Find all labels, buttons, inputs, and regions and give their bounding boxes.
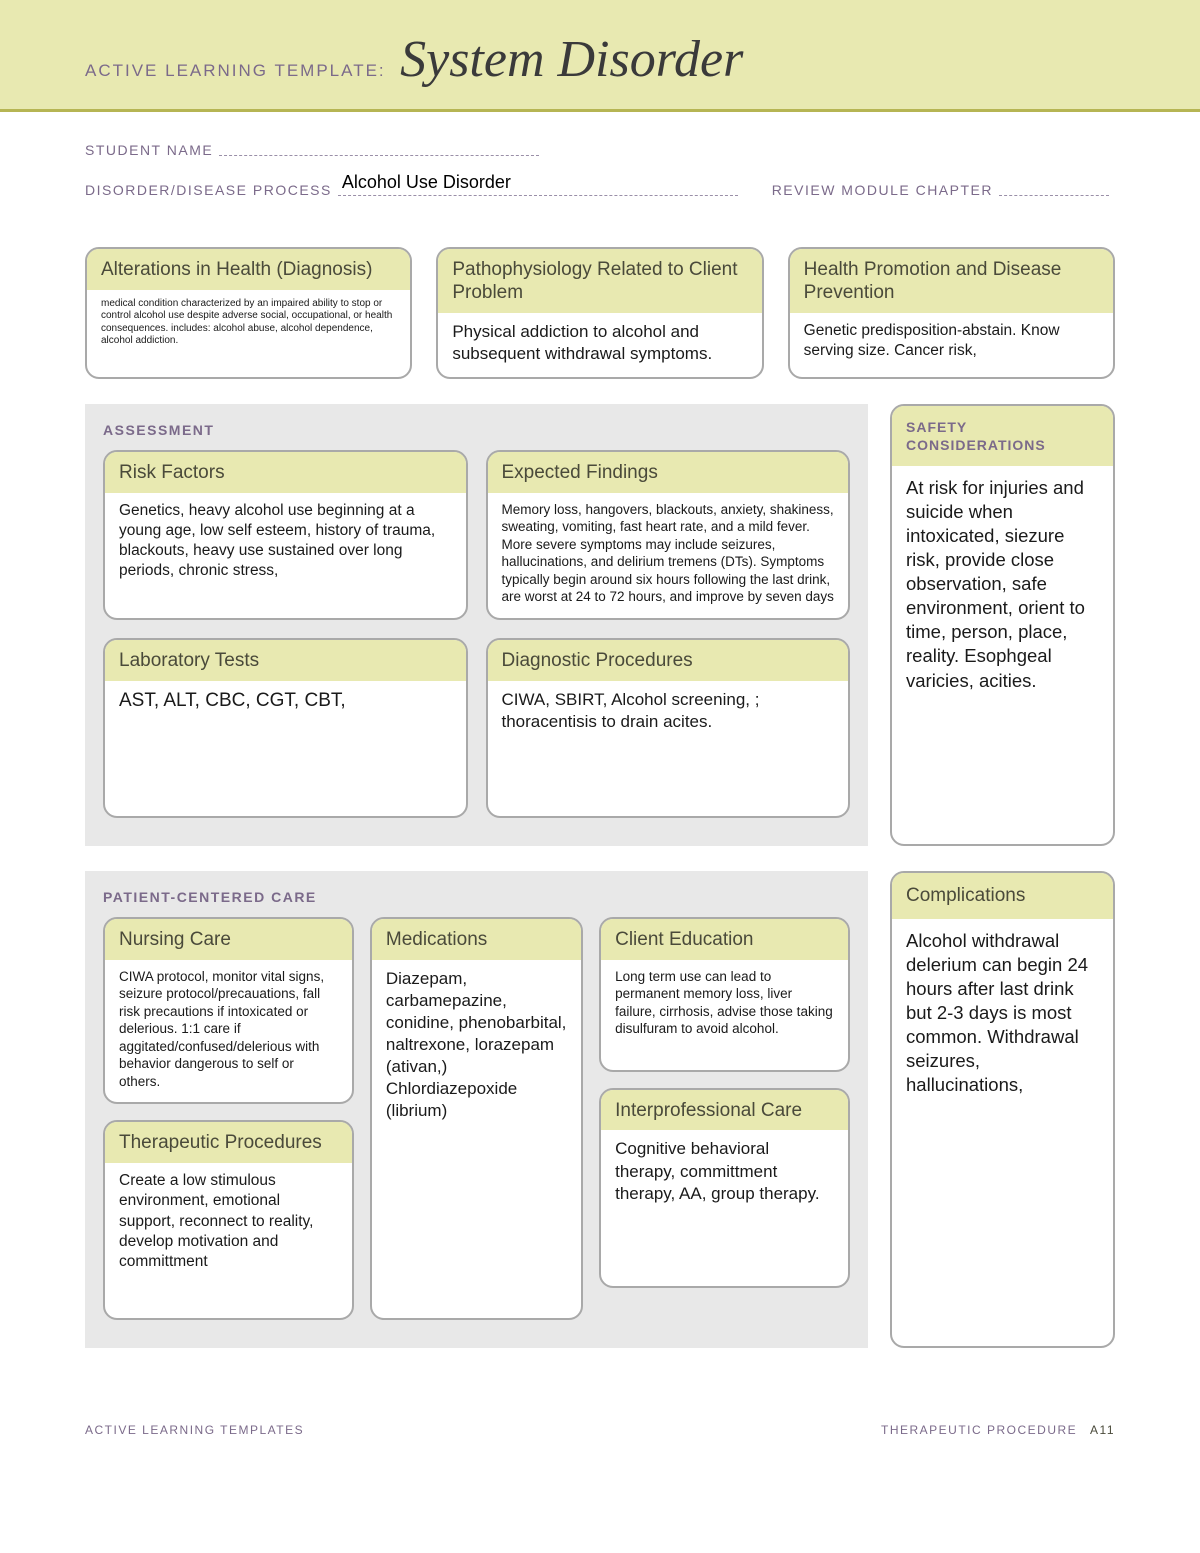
student-name-line [219, 155, 539, 156]
safety-card: SAFETY CONSIDERATIONS At risk for injuri… [890, 404, 1115, 846]
risk-title: Risk Factors [105, 452, 466, 493]
labs-card: Laboratory Tests AST, ALT, CBC, CGT, CBT… [103, 638, 468, 818]
complications-card: Complications Alcohol withdrawal deleriu… [890, 871, 1115, 1349]
health-promo-title: Health Promotion and Disease Prevention [790, 249, 1113, 313]
footer-right: THERAPEUTIC PROCEDURE A11 [881, 1423, 1115, 1437]
pcc-grid: Nursing Care CIWA protocol, monitor vita… [103, 917, 850, 1321]
labs-title: Laboratory Tests [105, 640, 466, 681]
therapeutic-body: Create a low stimulous environment, emot… [105, 1163, 352, 1318]
assessment-title: ASSESSMENT [103, 422, 850, 438]
meta-block: STUDENT NAME DISORDER/DISEASE PROCESS Al… [0, 112, 1200, 232]
student-name-label: STUDENT NAME [85, 142, 213, 158]
diag-card: Diagnostic Procedures CIWA, SBIRT, Alcoh… [486, 638, 851, 818]
safety-header: SAFETY CONSIDERATIONS [892, 406, 1113, 466]
nursing-title: Nursing Care [105, 919, 352, 960]
safety-column: SAFETY CONSIDERATIONS At risk for injuri… [890, 404, 1115, 846]
diag-body: CIWA, SBIRT, Alcohol screening, ; thorac… [488, 681, 849, 816]
therapeutic-title: Therapeutic Procedures [105, 1122, 352, 1163]
medications-card: Medications Diazepam, carbamepazine, con… [370, 917, 583, 1321]
alterations-body: medical condition characterized by an im… [87, 290, 410, 377]
footer-right-code: A11 [1090, 1423, 1115, 1437]
patho-title: Pathophysiology Related to Client Proble… [438, 249, 761, 313]
interprof-card: Interprofessional Care Cognitive behavio… [599, 1088, 850, 1288]
medications-body: Diazepam, carbamepazine, conidine, pheno… [372, 960, 581, 1319]
student-name-row: STUDENT NAME [85, 142, 1115, 158]
assessment-grid: Risk Factors Genetics, heavy alcohol use… [103, 450, 850, 818]
alterations-title: Alterations in Health (Diagnosis) [87, 249, 410, 290]
expected-card: Expected Findings Memory loss, hangovers… [486, 450, 851, 620]
expected-body: Memory loss, hangovers, blackouts, anxie… [488, 493, 849, 618]
banner: ACTIVE LEARNING TEMPLATE: System Disorde… [0, 0, 1200, 112]
pcc-title: PATIENT-CENTERED CARE [103, 889, 850, 905]
disorder-row: DISORDER/DISEASE PROCESS Alcohol Use Dis… [85, 172, 1115, 198]
alterations-card: Alterations in Health (Diagnosis) medica… [85, 247, 412, 379]
disorder-label: DISORDER/DISEASE PROCESS [85, 182, 332, 198]
education-card: Client Education Long term use can lead … [599, 917, 850, 1072]
expected-title: Expected Findings [488, 452, 849, 493]
page: ACTIVE LEARNING TEMPLATE: System Disorde… [0, 0, 1200, 1477]
nursing-card: Nursing Care CIWA protocol, monitor vita… [103, 917, 354, 1105]
pcc-col-2: Medications Diazepam, carbamepazine, con… [370, 917, 583, 1321]
banner-label: ACTIVE LEARNING TEMPLATE: [85, 61, 386, 81]
footer-right-label: THERAPEUTIC PROCEDURE [881, 1423, 1077, 1437]
assessment-section: ASSESSMENT Risk Factors Genetics, heavy … [85, 404, 1115, 846]
health-promo-body: Genetic predisposition-abstain. Know ser… [790, 313, 1113, 377]
therapeutic-card: Therapeutic Procedures Create a low stim… [103, 1120, 354, 1320]
assessment-main: ASSESSMENT Risk Factors Genetics, heavy … [85, 404, 868, 846]
disorder-value: Alcohol Use Disorder [338, 172, 738, 196]
interprof-title: Interprofessional Care [601, 1090, 848, 1131]
interprof-body: Cognitive behavioral therapy, committmen… [601, 1130, 848, 1285]
medications-title: Medications [372, 919, 581, 960]
health-promo-card: Health Promotion and Disease Prevention … [788, 247, 1115, 379]
top-cards: Alterations in Health (Diagnosis) medica… [0, 232, 1200, 404]
complications-title: Complications [892, 873, 1113, 919]
review-label: REVIEW MODULE CHAPTER [772, 182, 993, 198]
risk-body: Genetics, heavy alcohol use beginning at… [105, 493, 466, 618]
education-body: Long term use can lead to permanent memo… [601, 960, 848, 1070]
pcc-col-3: Client Education Long term use can lead … [599, 917, 850, 1321]
footer-left: ACTIVE LEARNING TEMPLATES [85, 1423, 304, 1437]
complications-body: Alcohol withdrawal delerium can begin 24… [892, 919, 1113, 1347]
footer: ACTIVE LEARNING TEMPLATES THERAPEUTIC PR… [0, 1373, 1200, 1477]
safety-title: SAFETY CONSIDERATIONS [906, 418, 1099, 454]
labs-body: AST, ALT, CBC, CGT, CBT, [105, 681, 466, 816]
complications-column: Complications Alcohol withdrawal deleriu… [890, 871, 1115, 1349]
pcc-section: PATIENT-CENTERED CARE Nursing Care CIWA … [85, 871, 1115, 1349]
banner-title: System Disorder [400, 30, 743, 89]
review-line [999, 195, 1109, 196]
patho-card: Pathophysiology Related to Client Proble… [436, 247, 763, 379]
safety-body: At risk for injuries and suicide when in… [892, 466, 1113, 844]
patho-body: Physical addiction to alcohol and subseq… [438, 313, 761, 377]
education-title: Client Education [601, 919, 848, 960]
pcc-col-1: Nursing Care CIWA protocol, monitor vita… [103, 917, 354, 1321]
pcc-main: PATIENT-CENTERED CARE Nursing Care CIWA … [85, 871, 868, 1349]
risk-card: Risk Factors Genetics, heavy alcohol use… [103, 450, 468, 620]
nursing-body: CIWA protocol, monitor vital signs, seiz… [105, 960, 352, 1103]
diag-title: Diagnostic Procedures [488, 640, 849, 681]
